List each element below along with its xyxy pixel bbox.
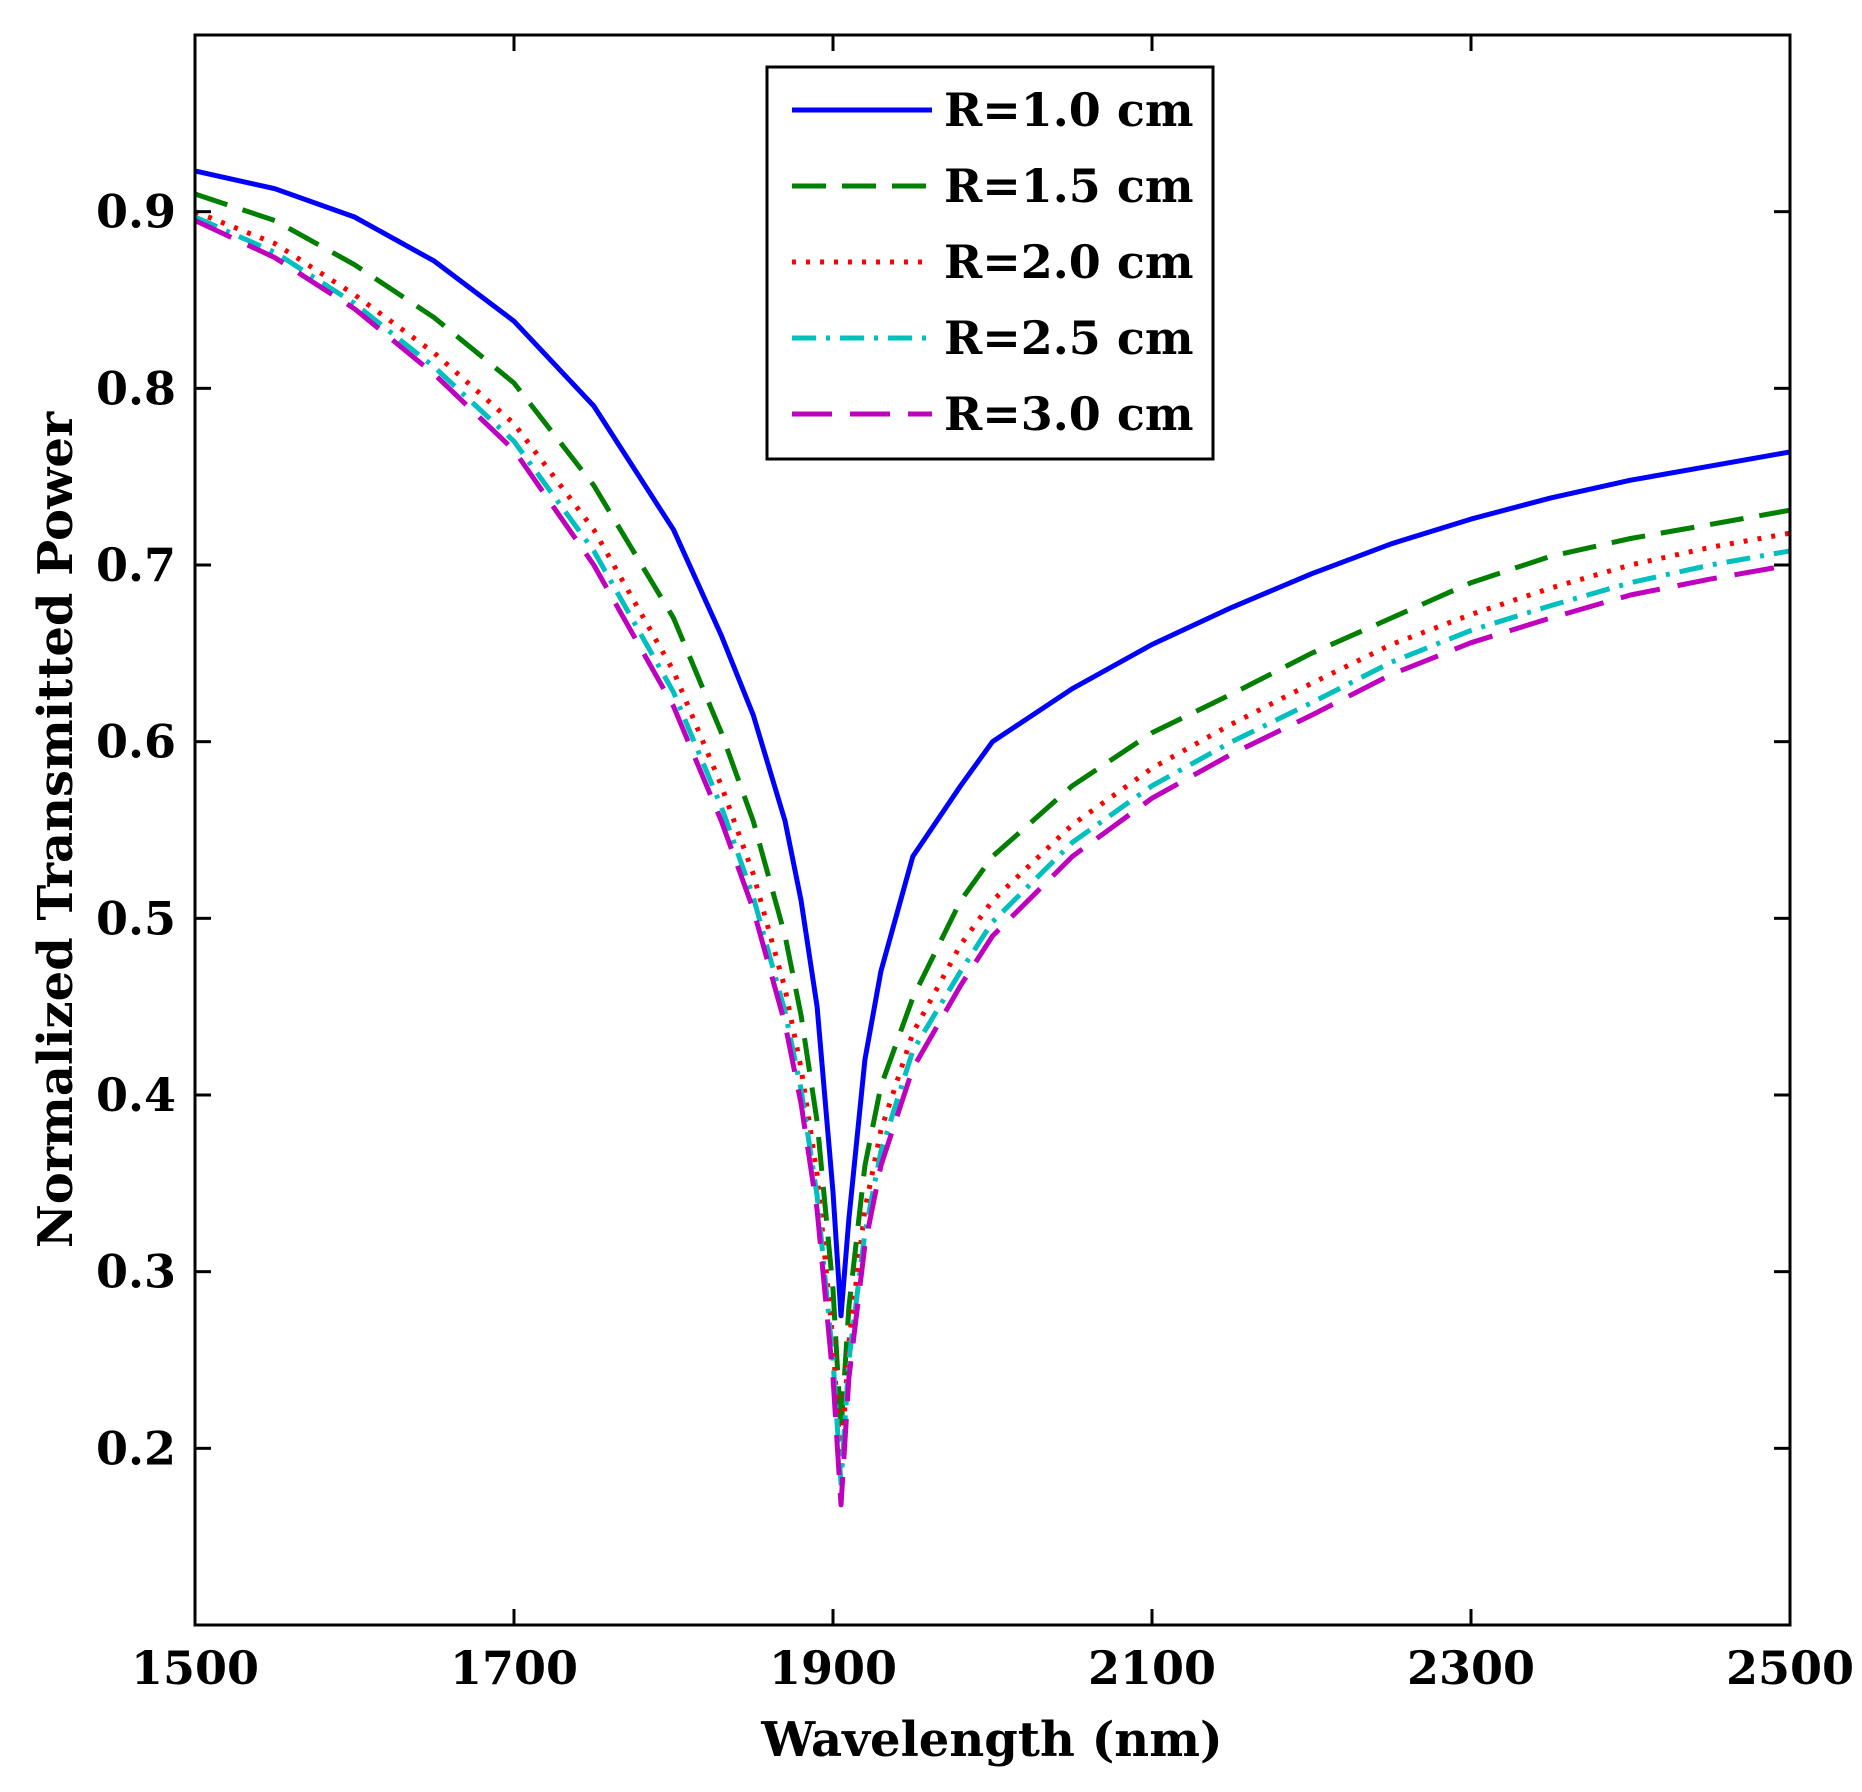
y-tick-label: 0.3 bbox=[96, 1245, 176, 1299]
x-axis-label: Wavelength (nm) bbox=[760, 1712, 1222, 1768]
series-line-r-1-0-cm bbox=[195, 168, 1790, 1319]
legend: R=1.0 cm R=1.5 cm R=2.0 cm R=2.5 cm R=3.0 cm bbox=[765, 65, 1215, 461]
plot-frame bbox=[193, 33, 1792, 1627]
y-tick-label: 0.6 bbox=[96, 715, 176, 769]
legend-label-r-2-0-cm: R=2.0 cm bbox=[944, 235, 1194, 289]
y-tick-label: 0.4 bbox=[96, 1068, 176, 1122]
x-tick-label: 1900 bbox=[769, 1641, 897, 1695]
legend-label-r-1-0-cm: R=1.0 cm bbox=[944, 83, 1194, 137]
legend-label-r-2-5-cm: R=2.5 cm bbox=[944, 311, 1194, 365]
legend-box bbox=[765, 65, 1215, 461]
y-axis-label: Normalized Transmitted Power bbox=[28, 411, 84, 1248]
y-tick-labels: 0.2 0.3 0.4 0.5 0.6 0.7 0.8 0.9 bbox=[96, 185, 176, 1476]
series-line-r-3-0-cm bbox=[195, 218, 1790, 1508]
y-tick-label: 0.5 bbox=[96, 891, 176, 945]
y-tick-label: 0.2 bbox=[96, 1421, 176, 1475]
x-tick-label: 1500 bbox=[131, 1641, 259, 1695]
y-tick-label: 0.9 bbox=[96, 185, 176, 239]
series-line-r-1-5-cm bbox=[195, 191, 1790, 1434]
legend-label-r-3-0-cm: R=3.0 cm bbox=[944, 387, 1194, 441]
x-tick-label: 2300 bbox=[1407, 1641, 1535, 1695]
series-line-r-2-5-cm bbox=[195, 214, 1790, 1487]
y-tick-label: 0.8 bbox=[96, 361, 176, 415]
x-tick-label: 1700 bbox=[450, 1641, 578, 1695]
series-group bbox=[195, 168, 1790, 1508]
x-tick-label: 2500 bbox=[1726, 1641, 1854, 1695]
x-tick-labels: 1500 1700 1900 2100 2300 2500 bbox=[131, 1641, 1854, 1695]
legend-label-r-1-5-cm: R=1.5 cm bbox=[944, 159, 1194, 213]
x-tick-label: 2100 bbox=[1088, 1641, 1216, 1695]
y-tick-label: 0.7 bbox=[96, 538, 176, 592]
